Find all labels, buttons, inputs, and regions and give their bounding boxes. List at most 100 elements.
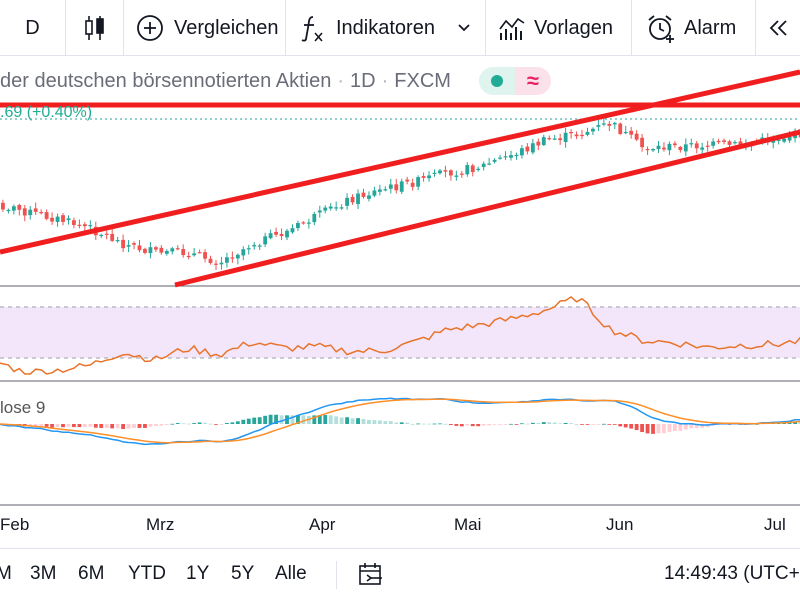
- candle-body: [520, 148, 524, 156]
- candle-body: [771, 140, 776, 143]
- clock-timezone[interactable]: 14:49:43 (UTC+: [664, 563, 800, 584]
- macd-histogram-bar: [793, 421, 797, 424]
- range-button-all[interactable]: Alle: [275, 563, 307, 584]
- candle-body: [6, 209, 11, 212]
- compare-button[interactable]: Vergleichen: [124, 0, 286, 56]
- candle-body: [410, 182, 415, 187]
- macd-histogram-bar: [377, 420, 382, 424]
- candle-body: [110, 233, 115, 241]
- chart-canvas[interactable]: [0, 56, 800, 506]
- top-toolbar: D Vergleichen Ind: [0, 0, 800, 56]
- macd-histogram-bar: [153, 424, 158, 426]
- candle-body: [388, 184, 393, 189]
- symbol-exchange: FXCM: [394, 69, 451, 92]
- candle-body: [733, 142, 737, 144]
- macd-histogram-bar: [541, 422, 546, 424]
- macd-histogram-bar: [530, 422, 535, 424]
- candle-body: [225, 257, 229, 263]
- macd-histogram-bar: [252, 417, 257, 424]
- candle-body: [77, 224, 82, 226]
- market-status-badge[interactable]: ≈: [478, 67, 551, 95]
- range-button-ytd[interactable]: YTD: [128, 563, 166, 584]
- calendar-range-icon[interactable]: [358, 561, 384, 587]
- candle-body: [39, 212, 44, 214]
- macd-histogram-bar: [126, 424, 131, 429]
- candle-body: [377, 189, 382, 192]
- candle-body: [640, 137, 645, 148]
- candle-body: [711, 141, 716, 146]
- candle-body: [629, 130, 634, 135]
- candle-body: [159, 247, 164, 253]
- candle-body: [257, 245, 262, 247]
- function-icon: [301, 16, 323, 42]
- interval-button[interactable]: D: [0, 0, 66, 56]
- macd-histogram-bar: [798, 422, 800, 424]
- chart-type-button[interactable]: [66, 0, 124, 56]
- candle-body: [645, 148, 650, 151]
- candle-body: [61, 215, 65, 222]
- candle-body: [55, 216, 60, 222]
- time-axis[interactable]: Feb Mrz Apr Mai Jun Jul: [0, 505, 800, 545]
- candle-body: [563, 132, 568, 143]
- candle-body: [1, 202, 5, 210]
- macd-histogram-bar: [148, 424, 153, 427]
- candle-body: [459, 173, 464, 175]
- indicators-button[interactable]: Indikatoren: [286, 0, 486, 56]
- replay-button[interactable]: [756, 0, 800, 56]
- macd-histogram-bar: [312, 415, 317, 424]
- candle-body: [148, 247, 153, 254]
- candle-body: [11, 206, 16, 211]
- symbol-interval: 1D: [350, 69, 376, 92]
- candle-body: [339, 207, 344, 209]
- macd-histogram-bar: [520, 423, 524, 425]
- time-label-feb: Feb: [0, 515, 30, 534]
- macd-histogram-bar: [159, 424, 164, 426]
- candle-body: [50, 217, 55, 222]
- macd-histogram-bar: [678, 424, 683, 431]
- macd-histogram-bar: [115, 424, 120, 429]
- candle-body: [601, 123, 606, 125]
- macd-histogram-bar: [28, 424, 33, 427]
- macd-histogram-bar: [323, 415, 328, 424]
- macd-histogram-bar: [410, 423, 415, 425]
- candle-body: [591, 128, 595, 132]
- macd-histogram-bar: [55, 424, 60, 427]
- macd-histogram-bar: [99, 424, 104, 428]
- macd-histogram-bar: [438, 423, 442, 425]
- candle-body: [503, 156, 508, 158]
- macd-histogram-bar: [448, 424, 453, 425]
- range-button-5y[interactable]: 5Y: [231, 563, 255, 584]
- candle-body: [787, 136, 792, 141]
- candle-body: [558, 138, 563, 141]
- symbol-name[interactable]: der deutschen börsennotierten Aktien: [0, 69, 332, 92]
- candle-body: [662, 147, 666, 150]
- range-button-1m[interactable]: M: [0, 563, 12, 584]
- candle-body: [192, 253, 197, 256]
- macd-histogram-bar: [394, 422, 399, 424]
- candle-body: [525, 146, 530, 152]
- templates-button[interactable]: Vorlagen: [486, 0, 632, 56]
- chevron-down-icon: [458, 24, 470, 32]
- macd-histogram-bar: [241, 419, 246, 424]
- bottom-toolbar: M 3M 6M YTD 1Y 5Y Alle 14:49:43 (UTC+: [0, 548, 800, 600]
- templates-label: Vorlagen: [534, 16, 613, 39]
- range-button-3m[interactable]: 3M: [30, 563, 57, 584]
- range-button-6m[interactable]: 6M: [78, 563, 105, 584]
- macd-legend-label[interactable]: lose 9: [0, 398, 46, 417]
- candle-body: [132, 243, 136, 245]
- alert-button[interactable]: Alarm: [632, 0, 756, 56]
- macd-histogram-bar: [629, 424, 634, 429]
- candle-body: [672, 143, 677, 146]
- macd-histogram-bar: [574, 423, 579, 425]
- candle-body: [689, 143, 694, 145]
- macd-histogram-bar: [39, 424, 44, 427]
- candle-body: [175, 248, 180, 250]
- candle-body: [487, 163, 492, 165]
- candle-body: [448, 170, 453, 176]
- range-button-1y[interactable]: 1Y: [186, 563, 210, 584]
- macd-histogram-bar: [345, 417, 350, 424]
- candle-body: [623, 131, 628, 134]
- time-label-mai: Mai: [454, 515, 482, 534]
- candle-body: [678, 146, 683, 151]
- price-change: .69 (+0.40%): [0, 104, 93, 121]
